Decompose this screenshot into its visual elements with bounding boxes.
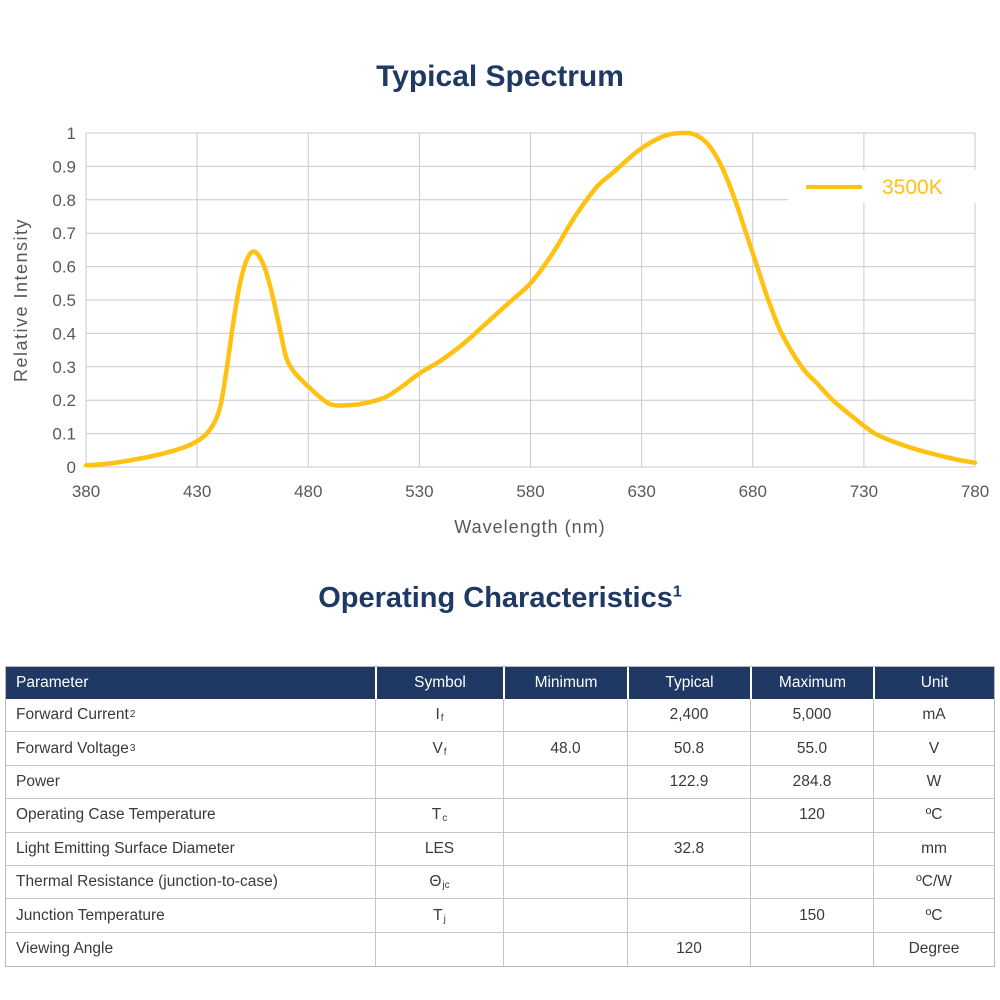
chart-gridlines [85,132,976,468]
typical-cell [627,899,750,932]
typical-cell [627,865,750,899]
chart-title: Typical Spectrum [376,60,624,93]
header-minimum: Minimum [503,667,627,699]
parameter-cell: Operating Case Temperature [16,806,216,824]
unit-cell: ºC [873,799,994,832]
typical-cell: 120 [627,932,750,967]
x-tick-label: 630 [627,482,655,501]
minimum-cell [503,699,627,732]
y-tick-label: 0.9 [52,157,76,176]
typical-cell: 2,400 [627,699,750,732]
spectrum-chart-section: Typical Spectrum 0 0.1 0.2 0.3 0.4 0.5 0.6 0.7 0… [11,60,989,537]
maximum-cell [750,832,873,865]
parameter-cell: Junction Temperature [16,906,165,924]
minimum-cell [503,799,627,832]
table-row: Viewing Angle 120 Degree [6,932,994,967]
unit-cell: mA [873,699,994,732]
table-title-text: Operating Characteristics [318,582,673,614]
y-tick-label: 0.7 [52,224,76,243]
header-unit: Unit [873,667,994,699]
x-tick-label: 480 [294,482,322,501]
unit-cell: ºC [873,899,994,932]
y-tick-label: 1 [67,124,76,143]
x-tick-label: 430 [183,482,211,501]
typical-cell: 122.9 [627,765,750,799]
operating-characteristics-table: Parameter Symbol Minimum Typical Maximum… [5,666,995,968]
y-tick-label: 0 [67,458,76,477]
symbol-cell [375,765,503,799]
header-maximum: Maximum [750,667,873,699]
minimum-cell [503,899,627,932]
x-tick-label: 680 [739,482,767,501]
table-title: Operating Characteristics1 [0,582,1000,622]
maximum-cell: 55.0 [750,732,873,765]
y-tick-label: 0.3 [52,358,76,377]
minimum-cell [503,832,627,865]
y-axis-title: Relative Intensity [11,218,31,382]
parameter-cell: Thermal Resistance (junction-to-case) [16,873,278,891]
minimum-cell [503,865,627,899]
symbol-cell: LES [375,832,503,865]
table-header-row: Parameter Symbol Minimum Typical Maximum… [6,667,994,699]
x-tick-label: 730 [850,482,878,501]
legend-label: 3500K [882,176,943,199]
unit-cell: V [873,732,994,765]
parameter-cell: Power [16,772,60,790]
y-tick-label: 0.1 [52,425,76,444]
maximum-cell: 284.8 [750,765,873,799]
x-tick-label: 380 [72,482,100,501]
x-tick-label: 530 [405,482,433,501]
y-tick-label: 0.4 [52,324,76,343]
maximum-cell [750,865,873,899]
spectrum-curve-3500k [83,130,978,468]
maximum-cell [750,932,873,967]
unit-cell: mm [873,832,994,865]
y-tick-label: 0.6 [52,258,76,277]
table-row: Light Emitting Surface Diameter LES 32.8 mm [6,832,994,866]
parameter-cell: Viewing Angle [16,940,114,958]
typical-cell [627,799,750,832]
chart-tick-labels: 0 0.1 0.2 0.3 0.4 0.5 0.6 0.7 0.8 0.9 1 380 430 480 53… [52,124,989,501]
x-tick-label: 780 [961,482,989,501]
minimum-cell [503,932,627,967]
parameter-cell: Forward Current 2 [16,706,136,724]
table-row: Power 122.9 284.8 W [6,765,994,800]
minimum-cell [503,765,627,799]
header-symbol: Symbol [375,667,503,699]
x-axis-title: Wavelength (nm) [454,517,605,537]
y-tick-label: 0.5 [52,291,76,310]
unit-cell: ºC/W [873,865,994,899]
chart-legend: 3500K [788,170,978,203]
table-title-footnote-marker: 1 [672,583,682,601]
header-typical: Typical [627,667,750,699]
unit-cell: W [873,765,994,799]
maximum-cell: 150 [750,899,873,932]
spectrum-chart: 0 0.1 0.2 0.3 0.4 0.5 0.6 0.7 0.8 0.9 1 380 430 480 53… [11,124,989,537]
y-tick-label: 0.8 [52,191,76,210]
parameter-cell: Forward Voltage 3 [16,739,136,757]
y-tick-label: 0.2 [52,391,76,410]
typical-cell: 32.8 [627,832,750,865]
typical-cell: 50.8 [627,732,750,765]
parameter-cell: Light Emitting Surface Diameter [16,839,235,857]
maximum-cell: 5,000 [750,699,873,732]
header-parameter: Parameter [16,674,89,691]
maximum-cell: 120 [750,799,873,832]
x-tick-label: 580 [516,482,544,501]
symbol-cell [375,932,503,967]
minimum-cell: 48.0 [503,732,627,765]
unit-cell: Degree [873,932,994,967]
